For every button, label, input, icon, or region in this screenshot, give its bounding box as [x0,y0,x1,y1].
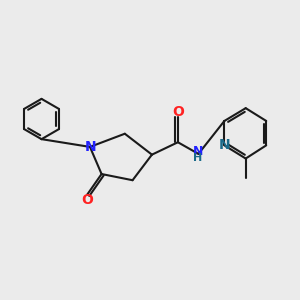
Text: O: O [172,105,184,118]
Text: N: N [219,138,231,152]
Text: N: N [85,140,96,154]
Text: O: O [81,193,93,207]
Text: H: H [193,153,202,163]
Text: N: N [193,145,203,158]
